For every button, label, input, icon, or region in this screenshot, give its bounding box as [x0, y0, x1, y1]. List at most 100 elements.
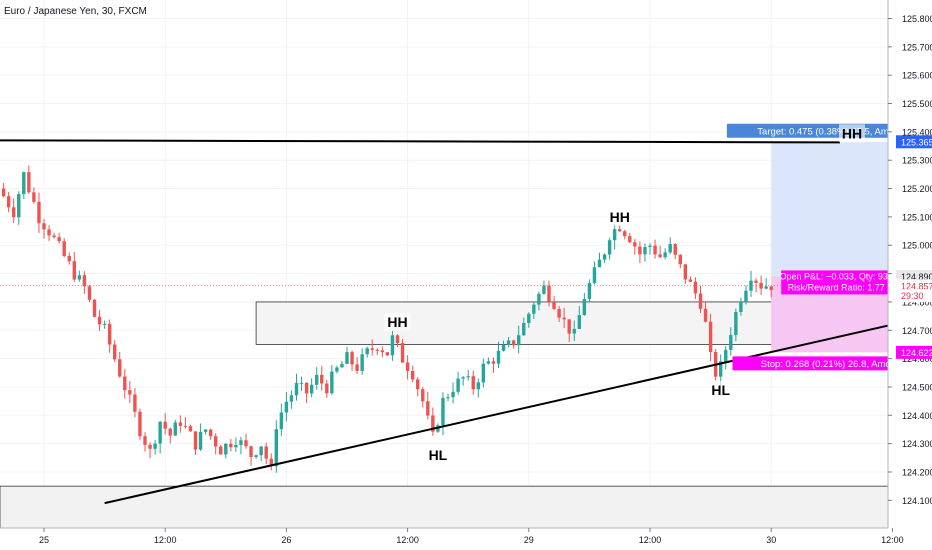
candle — [143, 432, 147, 452]
candle — [451, 382, 455, 404]
candle — [370, 339, 374, 356]
y-axis: 124.100 124.200 124.300 124.400 124.500 124.6… — [887, 0, 932, 550]
pnl-text: Open P&L: −0.033, Qty: 932 — [780, 271, 893, 281]
candle — [607, 237, 612, 260]
candle — [345, 346, 349, 365]
candle-body — [446, 397, 450, 399]
candle — [198, 423, 203, 452]
candle-body — [208, 429, 213, 437]
candle-body — [350, 352, 354, 365]
candle-body — [143, 436, 147, 445]
y-tick-label: 124.500 — [902, 382, 932, 392]
candle — [284, 392, 289, 422]
x-axis: 2512:002612:002912:003012:00May12:00212:… — [0, 527, 904, 545]
candle-body — [188, 426, 193, 432]
candle-body — [476, 382, 480, 390]
candle-body — [234, 444, 238, 448]
candle — [628, 232, 632, 244]
price-tag-bg — [896, 279, 932, 293]
candle-body — [370, 348, 374, 350]
candle-body — [264, 446, 268, 459]
candle-body — [537, 293, 541, 305]
candle-body — [643, 247, 647, 255]
candle — [315, 367, 319, 390]
candle — [360, 348, 364, 375]
candle — [320, 366, 324, 391]
candle-body — [693, 281, 698, 294]
candle — [643, 243, 647, 262]
candle-body — [582, 298, 587, 316]
candle-body — [562, 317, 566, 320]
y-tick-label: 125.700 — [902, 42, 932, 52]
annotation-bg — [707, 380, 734, 399]
candle — [279, 403, 284, 436]
candle — [648, 243, 652, 255]
candle-body — [375, 349, 379, 351]
candle-body — [92, 299, 97, 317]
candle-body — [390, 335, 395, 356]
stop-label-bg — [732, 356, 932, 371]
annotation-bg — [839, 124, 865, 143]
candle-body — [587, 283, 592, 299]
candle-body — [567, 319, 571, 334]
candle — [264, 442, 268, 465]
candle-body — [133, 394, 137, 412]
candle-body — [128, 390, 132, 395]
candle — [304, 382, 309, 404]
candle — [249, 445, 253, 466]
candle-body — [648, 245, 652, 248]
candle-body — [42, 223, 46, 230]
candle-body — [658, 254, 662, 258]
candle — [506, 336, 511, 348]
candle — [683, 264, 688, 284]
y-tick-label: 125.800 — [902, 14, 932, 24]
candle — [496, 341, 501, 369]
candle-body — [517, 335, 521, 346]
candle — [446, 393, 450, 402]
candle — [52, 232, 56, 239]
resistance-line — [0, 139, 841, 144]
candle-body — [224, 443, 228, 455]
candle — [269, 453, 273, 471]
annotation-hh: HH — [606, 207, 633, 226]
candle-body — [421, 389, 425, 402]
candle-body — [602, 254, 607, 260]
candle-body — [57, 237, 61, 242]
candle-body — [511, 340, 516, 346]
candle — [244, 433, 248, 449]
candle — [638, 241, 642, 264]
candle-body — [259, 446, 263, 456]
price-tag-text: 124.890 — [901, 272, 932, 282]
candle — [547, 280, 551, 307]
candle — [542, 280, 546, 295]
candle — [557, 305, 561, 322]
candle-body — [214, 436, 218, 447]
candle — [532, 302, 536, 319]
candle-body — [97, 316, 102, 325]
candle-body — [688, 279, 693, 282]
candle — [118, 351, 122, 378]
candle — [527, 312, 531, 328]
candle-body — [183, 425, 188, 427]
candles — [1, 165, 773, 473]
candle-body — [451, 391, 455, 398]
candle-body — [623, 231, 627, 237]
annotation-hh: HH — [839, 124, 865, 143]
candle — [734, 308, 738, 342]
candle-body — [673, 244, 677, 255]
price-tag: 125.365 — [896, 135, 932, 149]
candle — [744, 285, 748, 305]
y-tick-label: 124.400 — [902, 411, 932, 421]
x-tick-label: 12:00 — [154, 535, 177, 545]
price-tag: 124.622 — [896, 345, 932, 359]
candle — [340, 360, 344, 368]
candle — [239, 436, 243, 455]
y-tick-label: 124.300 — [902, 439, 932, 449]
candle — [42, 218, 46, 239]
candle — [365, 346, 369, 358]
candle-body — [32, 192, 36, 202]
candle-body — [325, 383, 329, 394]
candle-body — [12, 207, 16, 218]
